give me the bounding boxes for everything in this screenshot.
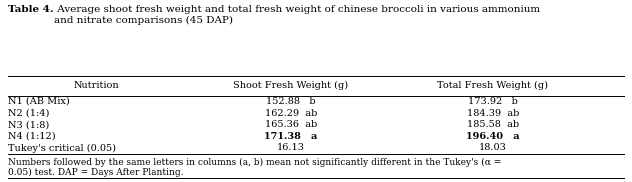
Text: Shoot Fresh Weight (g): Shoot Fresh Weight (g) [233, 81, 348, 90]
Text: 196.40   a: 196.40 a [466, 132, 520, 141]
Text: N3 (1:8): N3 (1:8) [8, 120, 49, 129]
Text: N1 (AB Mix): N1 (AB Mix) [8, 97, 70, 106]
Text: N2 (1:4): N2 (1:4) [8, 108, 49, 118]
Text: Nutrition: Nutrition [73, 81, 119, 90]
Text: Average shoot fresh weight and total fresh weight of chinese broccoli in various: Average shoot fresh weight and total fre… [54, 5, 540, 25]
Text: Table 4. Average shoot fresh weight and total fresh weight of chinese broccoli i: Table 4. Average shoot fresh weight and … [8, 5, 535, 25]
Text: Table 4.: Table 4. [8, 5, 53, 14]
Text: N4 (1:12): N4 (1:12) [8, 132, 55, 141]
Text: 16.13: 16.13 [277, 143, 305, 153]
Text: 185.58  ab: 185.58 ab [467, 120, 519, 129]
Text: 184.39  ab: 184.39 ab [467, 108, 519, 118]
Text: 173.92   b: 173.92 b [468, 97, 518, 106]
Text: Numbers followed by the same letters in columns (a, b) mean not significantly di: Numbers followed by the same letters in … [8, 157, 501, 177]
Text: 18.03: 18.03 [479, 143, 507, 153]
Text: 171.38   a: 171.38 a [264, 132, 317, 141]
Text: 152.88   b: 152.88 b [266, 97, 315, 106]
Text: 165.36  ab: 165.36 ab [265, 120, 317, 129]
Text: 162.29  ab: 162.29 ab [265, 108, 317, 118]
Text: Tukey's critical (0.05): Tukey's critical (0.05) [8, 143, 116, 153]
Text: Total Fresh Weight (g): Total Fresh Weight (g) [437, 81, 549, 90]
